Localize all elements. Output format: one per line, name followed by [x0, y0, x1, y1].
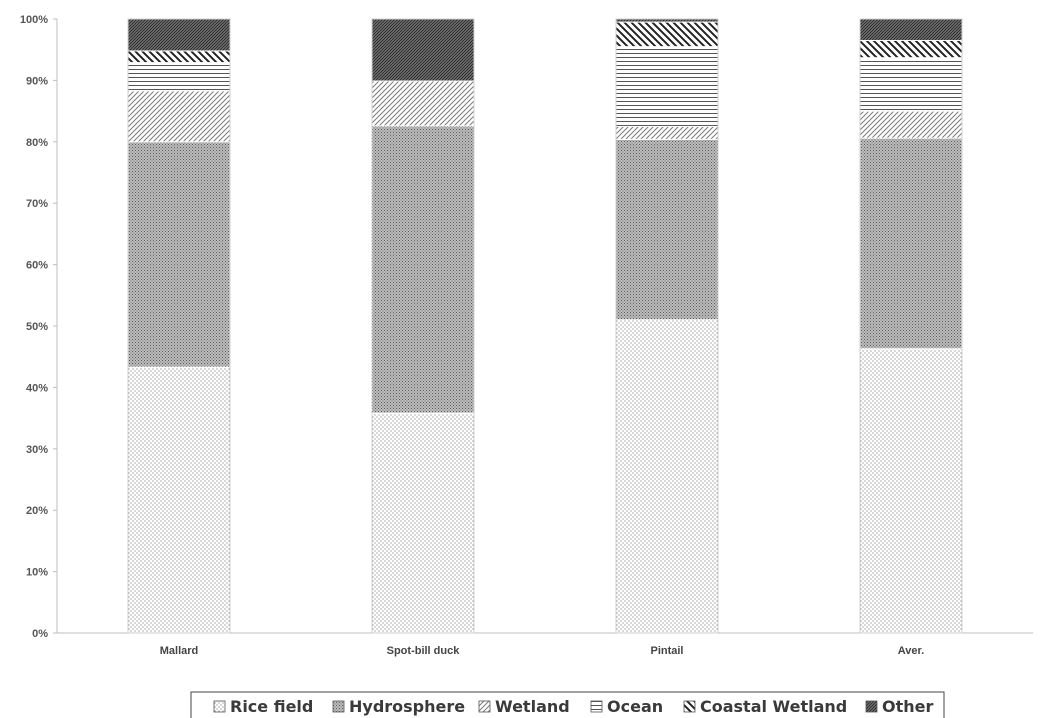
- legend-swatch-hydrosphere: [332, 700, 345, 713]
- bar-segment-wetland: [615, 125, 719, 140]
- y-tick-label: 10%: [26, 567, 48, 579]
- legend-swatch-wetland: [478, 700, 491, 713]
- bar-group-pintail: [615, 18, 719, 634]
- x-tick-label: Pintail: [650, 645, 683, 657]
- legend-label-ocean: Ocean: [607, 697, 663, 716]
- legend-label-hydrosphere: Hydrosphere: [349, 697, 465, 716]
- bar-segment-coastal-wetland: [615, 21, 719, 48]
- bar-segment-wetland: [127, 90, 231, 143]
- bar-segment-rice-field: [859, 348, 963, 634]
- bar-segment-hydrosphere: [859, 137, 963, 350]
- legend: Rice field Hydrosphere Wetland Ocean Coastal…: [190, 691, 945, 718]
- bar-group-spot-bill-duck: [371, 18, 475, 634]
- bar-outline: [371, 18, 475, 634]
- y-tick-label: 60%: [26, 260, 48, 272]
- bar-segment-other: [859, 18, 963, 41]
- bar-segment-wetland: [859, 110, 963, 139]
- bar-segment-wetland: [371, 80, 475, 127]
- bar-segment-other: [371, 18, 475, 82]
- y-tick-label: 70%: [26, 198, 48, 210]
- bar-segment-coastal-wetland: [127, 50, 231, 64]
- legend-box: [190, 691, 945, 718]
- legend-label-wetland: Wetland: [495, 697, 570, 716]
- bars: [127, 18, 963, 634]
- bar-segment-rice-field: [127, 366, 231, 634]
- bar-segment-rice-field: [615, 319, 719, 634]
- bar-outline: [127, 18, 231, 634]
- x-tick-label: Aver.: [898, 645, 925, 657]
- bar-group-aver-: [859, 18, 963, 634]
- bar-outline: [615, 18, 719, 634]
- bar-segment-hydrosphere: [371, 125, 475, 414]
- legend-label-coastal-wetland: Coastal Wetland: [700, 697, 847, 716]
- y-tick-label: 0%: [32, 628, 48, 640]
- legend-swatch-coastal-wetland: [683, 700, 696, 713]
- bar-segment-ocean: [859, 57, 963, 112]
- bar-segment-hydrosphere: [127, 141, 231, 368]
- legend-label-other: Other: [882, 697, 933, 716]
- y-tick-label: 80%: [26, 137, 48, 149]
- bar-segment-hydrosphere: [615, 138, 719, 321]
- y-tick-label: 20%: [26, 505, 48, 517]
- x-tick-label: Mallard: [160, 645, 199, 657]
- bar-segment-coastal-wetland: [859, 39, 963, 59]
- y-tick-label: 90%: [26, 75, 48, 87]
- legend-swatch-other: [865, 700, 878, 713]
- bar-outline: [859, 18, 963, 634]
- bar-segment-ocean: [615, 46, 719, 127]
- legend-swatch-rice-field: [213, 700, 226, 713]
- bar-segment-other: [127, 18, 231, 52]
- y-tick-label: 50%: [26, 321, 48, 333]
- legend-swatch-ocean: [590, 700, 603, 713]
- bar-segment-ocean: [127, 62, 231, 92]
- y-axis: 0% 10% 20% 30% 40% 50% 60% 70% 80% 90% 100%: [20, 14, 58, 640]
- x-tick-label: Spot-bill duck: [387, 645, 461, 657]
- x-axis: Mallard Spot-bill duck Pintail Aver.: [57, 632, 1033, 657]
- y-tick-label: 40%: [26, 382, 48, 394]
- bar-group-mallard: [127, 18, 231, 634]
- legend-label-rice-field: Rice field: [230, 697, 313, 716]
- y-tick-label: 30%: [26, 444, 48, 456]
- bar-segment-rice-field: [371, 412, 475, 634]
- y-tick-label: 100%: [20, 14, 48, 26]
